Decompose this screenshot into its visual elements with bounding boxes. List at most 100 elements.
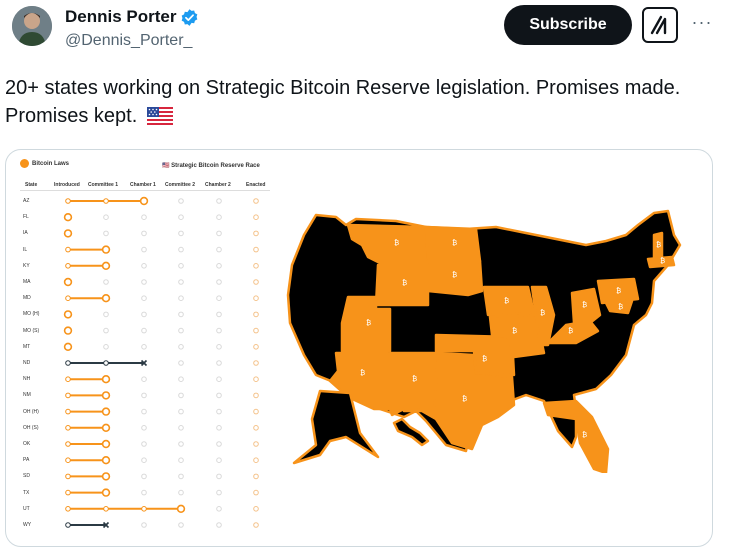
state-ak <box>292 389 380 465</box>
stage-dot <box>216 198 222 204</box>
column-header-enacted: Enacted <box>246 182 266 188</box>
state-label: MA <box>23 279 31 285</box>
stage-dot <box>141 263 147 269</box>
stage-dot <box>253 473 259 480</box>
stage-dot <box>216 425 222 431</box>
stage-dot <box>253 279 259 285</box>
stage-dot <box>141 311 147 318</box>
column-header-introduced: Introduced <box>54 182 80 188</box>
state-label: IA <box>23 230 28 237</box>
author-name-text[interactable]: Dennis Porter <box>65 7 177 26</box>
stage-dot <box>101 407 111 416</box>
stage-dot <box>253 230 259 237</box>
state-label: MO (H) <box>23 311 40 318</box>
stage-dot <box>101 456 111 465</box>
subscribe-button[interactable]: Subscribe <box>504 5 632 45</box>
stage-dot <box>141 522 147 528</box>
state-label: UT <box>23 505 30 512</box>
stage-dot <box>216 344 222 350</box>
stage-dot <box>65 425 71 431</box>
author-name[interactable]: Dennis Porter <box>65 7 199 27</box>
state-hi <box>392 417 430 447</box>
state-label: SD <box>23 473 30 480</box>
race-title: 🇺🇸 Strategic Bitcoin Reserve Race <box>162 163 260 169</box>
column-header-committee-2: Committee 2 <box>165 182 196 188</box>
stage-dot <box>141 506 147 512</box>
tweet-text: 20+ states working on Strategic Bitcoin … <box>5 74 705 130</box>
us-flag-icon <box>146 107 173 125</box>
state-label: MO (S) <box>23 327 40 334</box>
stage-dot <box>141 279 147 285</box>
stage-dot <box>216 230 222 237</box>
stage-dot <box>103 311 109 318</box>
stage-dot <box>216 311 222 318</box>
bitcoin-marker-icon: ₿ <box>504 297 509 305</box>
stage-dot <box>101 488 111 497</box>
stage-dot <box>178 522 184 528</box>
bitcoin-marker-icon: ₿ <box>366 319 371 327</box>
state-label: OK <box>23 441 31 447</box>
bitcoin-marker-icon: ₿ <box>656 241 661 249</box>
state-label: PA <box>23 457 30 464</box>
stage-dot <box>103 230 109 237</box>
stage-dot <box>178 344 184 350</box>
stage-dot <box>63 310 73 319</box>
stage-dot <box>178 295 184 301</box>
stage-dot <box>178 457 184 464</box>
stage-dot <box>178 214 184 221</box>
stage-dot <box>141 295 147 301</box>
author-avatar[interactable] <box>12 6 52 46</box>
state-label: MT <box>23 343 31 350</box>
stage-dot <box>253 376 259 382</box>
stage-dot <box>103 344 109 350</box>
stage-dot <box>65 473 71 480</box>
stage-dot <box>178 279 184 285</box>
stage-dot <box>103 327 109 334</box>
stage-dot <box>216 263 222 269</box>
stage-dot <box>65 522 71 528</box>
author-handle[interactable]: @Dennis_Porter_ <box>65 32 193 49</box>
bitcoin-marker-icon: ₿ <box>512 327 517 335</box>
bitcoin-marker-icon: ₿ <box>582 431 587 439</box>
stage-dot <box>65 392 71 399</box>
state-wy-highlighted <box>374 263 430 307</box>
stage-dot <box>178 408 184 415</box>
stage-dot <box>253 522 259 528</box>
stage-dot <box>253 344 259 350</box>
stage-dot <box>65 441 71 447</box>
stage-dot <box>253 457 259 464</box>
state-il-highlighted <box>530 285 556 347</box>
state-nm-highlighted <box>388 351 440 417</box>
stage-dot <box>253 489 259 496</box>
stage-dot <box>103 279 109 285</box>
bitcoin-marker-icon: ₿ <box>568 327 573 335</box>
stage-dot <box>65 246 71 253</box>
state-md-highlighted <box>604 299 634 315</box>
stage-dot <box>216 392 222 399</box>
stage-dot <box>141 230 147 237</box>
stage-dot <box>253 441 259 447</box>
stage-dot <box>141 214 147 221</box>
grok-icon[interactable] <box>642 7 678 43</box>
stage-dot <box>253 360 259 366</box>
tweet-media-image[interactable]: Bitcoin Laws 🇺🇸 Strategic Bitcoin Reserv… <box>5 149 713 547</box>
stage-dot <box>141 408 147 415</box>
state-label: OH (H) <box>23 408 39 415</box>
stage-dot <box>178 246 184 253</box>
stage-dot <box>65 506 71 512</box>
state-pa-highlighted <box>596 277 640 305</box>
more-options-icon[interactable]: ··· <box>691 11 713 32</box>
stage-dot <box>216 279 222 285</box>
stage-dot <box>253 311 259 318</box>
column-header-state: State <box>25 182 38 188</box>
stage-dot <box>65 457 71 464</box>
stage-dot <box>216 214 222 221</box>
state-az-highlighted <box>328 351 390 411</box>
verified-badge-icon <box>182 8 198 26</box>
stage-dot <box>63 326 73 335</box>
stage-dot <box>63 229 73 238</box>
stage-dot <box>253 327 259 334</box>
state-label: ND <box>23 360 31 366</box>
bitcoin-marker-icon: ₿ <box>462 395 467 403</box>
stage-dot <box>63 277 73 287</box>
